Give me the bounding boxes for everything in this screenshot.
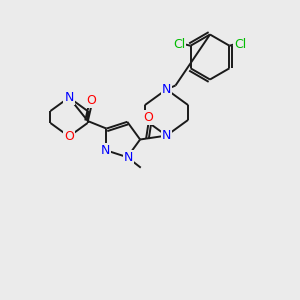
Text: O: O bbox=[86, 94, 96, 106]
Text: Cl: Cl bbox=[234, 38, 246, 51]
Text: N: N bbox=[162, 83, 171, 96]
Text: N: N bbox=[124, 151, 134, 164]
Text: N: N bbox=[162, 129, 171, 142]
Text: O: O bbox=[144, 111, 153, 124]
Text: N: N bbox=[64, 91, 74, 104]
Text: Cl: Cl bbox=[173, 38, 185, 51]
Text: N: N bbox=[100, 144, 110, 157]
Text: O: O bbox=[64, 130, 74, 143]
